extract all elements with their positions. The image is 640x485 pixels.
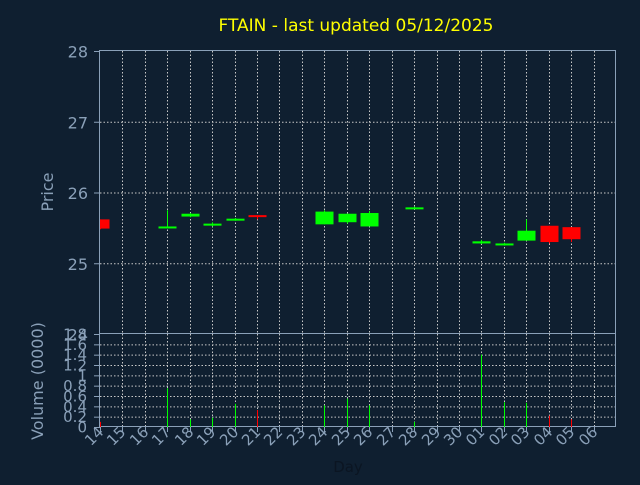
candle-body [517,230,536,241]
price-tick-label: 24 [68,326,88,345]
candle-body [226,218,245,221]
volume-tick-label: 1.8 [63,326,87,344]
price-axis-labels: 28 27 26 25 24 [68,43,100,345]
candle-body [338,213,357,223]
price-grid [100,51,616,334]
candle-body [562,227,581,240]
volume-tick-label: 0 [77,419,87,437]
candle-body [495,243,514,246]
candle-body [405,207,424,210]
price-tick-label: 27 [68,113,88,132]
candle-body [203,223,222,226]
candle-body [540,225,559,243]
candle-body [472,241,491,244]
volume-tick-label: 0.2 [63,408,87,426]
volume-axis-title: Volume (0000) [28,322,47,440]
chart-title: FTAIN - last updated 05/12/2025 [219,16,494,36]
volume-axis-labels: 1.81.61.41.210.80.60.40.20 [63,326,100,437]
candles [100,206,581,246]
price-tick-label: 26 [68,184,88,203]
volume-bars [100,354,572,427]
candle-body [100,219,110,229]
volume-tick-label: 0.4 [63,398,87,416]
candle-body [181,213,200,217]
price-tick-label: 28 [68,43,88,62]
volume-tick-label: 0.8 [63,377,87,395]
volume-tick-label: 1.6 [63,336,87,354]
price-tick-label: 25 [68,255,88,274]
price-axis-title: Price [38,172,57,211]
candle-body [248,215,267,218]
volume-tick-label: 1.2 [63,357,87,375]
candle-body [360,213,379,227]
candle-body [158,226,177,229]
volume-plot-frame [99,333,616,427]
volume-tick-label: 0.6 [63,388,87,406]
volume-tick-label: 1.4 [63,346,87,364]
volume-tick-label: 1 [77,367,87,385]
candle-body [315,211,334,225]
x-axis-title: Day [333,458,363,476]
day-axis-labels: 1415161718192021222324252627282930010203… [81,423,601,449]
